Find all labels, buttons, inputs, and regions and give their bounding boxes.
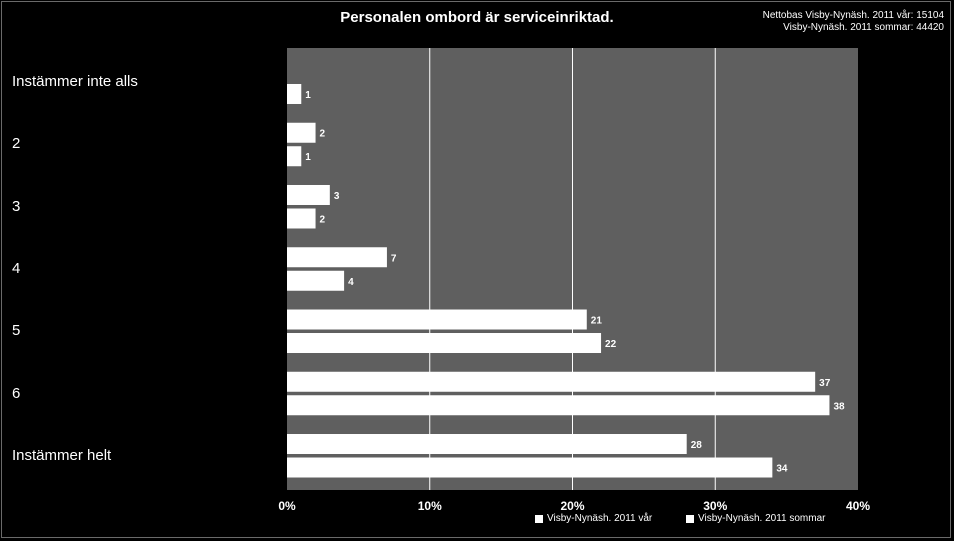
bar-series-2 [287, 457, 773, 478]
bar-series-1 [287, 122, 316, 143]
category-label: Instämmer helt [12, 446, 112, 464]
data-label: 1 [305, 152, 311, 163]
data-label: 34 [776, 464, 788, 475]
data-label: 38 [833, 401, 845, 412]
data-label: 7 [391, 253, 397, 264]
bar-series-1 [287, 309, 587, 330]
legend-label-sommar: Visby-Nynäsh. 2011 sommar [698, 513, 826, 524]
data-label: 28 [691, 440, 703, 451]
bar-series-2 [287, 146, 302, 167]
category-label: 5 [12, 322, 21, 340]
chart-title: Personalen ombord är serviceinriktad. [340, 9, 614, 26]
category-label: 6 [12, 384, 21, 402]
netto-note: Nettobas Visby-Nynäsh. 2011 vår: 15104 V… [763, 10, 944, 34]
netto-note-line-2: Visby-Nynäsh. 2011 sommar: 44420 [783, 22, 944, 33]
legend-item-sommar: Visby-Nynäsh. 2011 sommar [686, 513, 825, 524]
data-label: 21 [591, 316, 603, 327]
bar-series-1 [287, 371, 816, 392]
data-label: 1 [305, 90, 311, 101]
category-label: 4 [12, 260, 21, 277]
netto-note-line-1: Nettobas Visby-Nynäsh. 2011 vår: 15104 [762, 10, 944, 21]
bar-series-2 [287, 270, 345, 291]
legend-label-var: Visby-Nynäsh. 2011 vår [547, 513, 653, 524]
bar-series-2 [287, 395, 830, 416]
bar-series-1 [287, 184, 330, 205]
data-label: 2 [320, 129, 326, 140]
bar-series-2 [287, 83, 302, 104]
data-label: 22 [605, 339, 617, 350]
legend-swatch-sommar [686, 514, 694, 523]
data-label: 3 [334, 191, 340, 202]
bar-series-1 [287, 247, 387, 268]
x-tick-label: 0% [278, 499, 296, 513]
x-tick-label: 20% [560, 499, 584, 513]
x-tick-label: 10% [418, 499, 442, 513]
x-tick-label: 30% [703, 499, 727, 513]
data-label: 4 [348, 277, 354, 288]
category-label: Instämmer inte alls [12, 73, 138, 91]
bar-series-2 [287, 333, 602, 354]
category-label: 2 [12, 135, 21, 153]
legend-swatch-var [535, 514, 543, 523]
x-tick-label: 40% [846, 499, 870, 513]
category-label: 3 [12, 197, 21, 215]
data-label: 37 [819, 378, 831, 389]
data-label: 2 [320, 214, 326, 225]
bar-series-2 [287, 208, 316, 229]
legend-item-var: Visby-Nynäsh. 2011 vår [535, 513, 652, 524]
bar-series-1 [287, 434, 687, 455]
